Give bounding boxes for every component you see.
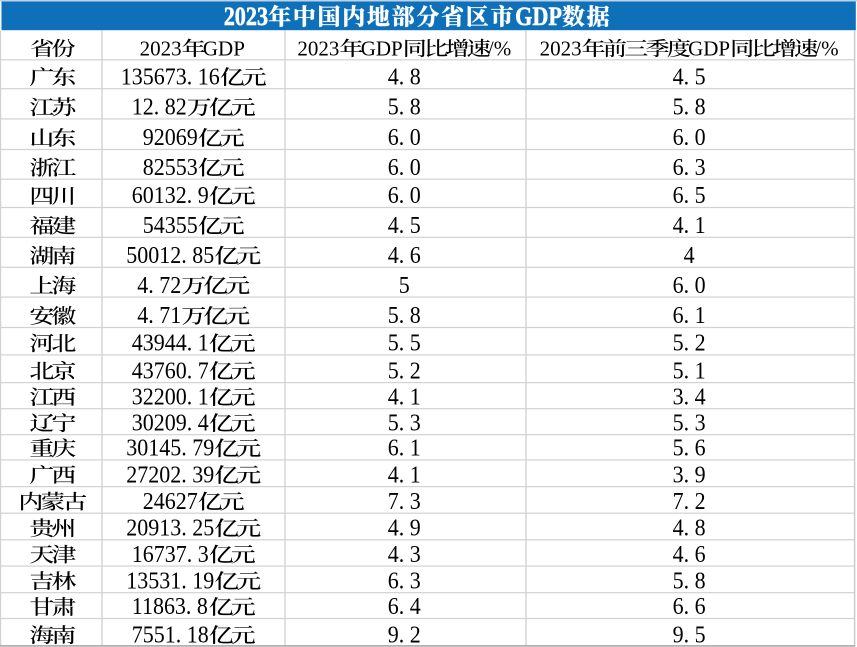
svg-text:5. 6: 5. 6 — [673, 435, 706, 462]
svg-text:4. 71: 4. 71 — [137, 302, 181, 329]
svg-text:/%: /% — [488, 37, 511, 61]
svg-text:6. 1: 6. 1 — [673, 302, 706, 329]
svg-text:2023: 2023 — [297, 37, 339, 61]
svg-text:32200. 1: 32200. 1 — [132, 383, 209, 410]
svg-text:5. 1: 5. 1 — [673, 357, 706, 384]
svg-text:5. 8: 5. 8 — [388, 302, 421, 329]
svg-text:4. 8: 4. 8 — [388, 63, 421, 90]
svg-text:4. 9: 4. 9 — [388, 515, 421, 542]
svg-text:16737. 3: 16737. 3 — [132, 541, 209, 568]
svg-text:9. 2: 9. 2 — [388, 621, 421, 647]
svg-text:4. 8: 4. 8 — [673, 515, 706, 542]
svg-text:20913. 25: 20913. 25 — [126, 515, 214, 542]
svg-text:43760. 7: 43760. 7 — [132, 357, 209, 384]
svg-text:2023: 2023 — [140, 37, 182, 61]
svg-text:6. 0: 6. 0 — [673, 124, 706, 151]
svg-text:6. 5: 6. 5 — [673, 182, 706, 209]
svg-text:6. 0: 6. 0 — [673, 272, 706, 299]
svg-text:7. 3: 7. 3 — [388, 488, 421, 515]
svg-text:92069: 92069 — [143, 124, 198, 151]
svg-text:60132. 9: 60132. 9 — [132, 182, 209, 209]
svg-text:GDP: GDP — [688, 37, 730, 61]
svg-text:54355: 54355 — [143, 212, 198, 239]
svg-text:11863. 8: 11863. 8 — [132, 593, 208, 620]
svg-text:GDP: GDP — [361, 37, 403, 61]
svg-text:5: 5 — [399, 272, 410, 299]
svg-text:5. 2: 5. 2 — [673, 330, 706, 357]
svg-text:4. 6: 4. 6 — [388, 242, 421, 269]
svg-text:6. 0: 6. 0 — [388, 182, 421, 209]
svg-text:5. 8: 5. 8 — [388, 94, 421, 121]
svg-text:6. 6: 6. 6 — [673, 593, 706, 620]
svg-text:6. 3: 6. 3 — [673, 154, 706, 181]
svg-text:2023: 2023 — [224, 2, 268, 31]
svg-text:43944. 1: 43944. 1 — [132, 330, 209, 357]
svg-text:50012. 85: 50012. 85 — [126, 242, 214, 269]
svg-text:4. 3: 4. 3 — [388, 541, 421, 568]
svg-text:4. 1: 4. 1 — [388, 461, 421, 488]
svg-text:3. 9: 3. 9 — [673, 461, 706, 488]
svg-text:/%: /% — [815, 37, 838, 61]
svg-text:30209. 4: 30209. 4 — [132, 409, 209, 436]
svg-text:4. 1: 4. 1 — [673, 212, 706, 239]
svg-text:5. 8: 5. 8 — [673, 94, 706, 121]
svg-text:5. 8: 5. 8 — [673, 567, 706, 594]
svg-text:6. 1: 6. 1 — [388, 435, 421, 462]
svg-text:5. 2: 5. 2 — [388, 357, 421, 384]
svg-text:6. 4: 6. 4 — [388, 593, 421, 620]
svg-text:6. 0: 6. 0 — [388, 124, 421, 151]
svg-text:13531. 19: 13531. 19 — [126, 567, 214, 594]
svg-text:4. 1: 4. 1 — [388, 383, 421, 410]
svg-text:30145. 79: 30145. 79 — [126, 435, 214, 462]
svg-text:GDP: GDP — [203, 37, 245, 61]
svg-text:9. 5: 9. 5 — [673, 621, 706, 647]
svg-text:27202. 39: 27202. 39 — [126, 461, 214, 488]
svg-text:6. 0: 6. 0 — [388, 154, 421, 181]
svg-text:4. 5: 4. 5 — [673, 63, 706, 90]
svg-text:3. 4: 3. 4 — [673, 383, 706, 410]
svg-text:2023: 2023 — [540, 37, 582, 61]
svg-text:5. 5: 5. 5 — [388, 330, 421, 357]
svg-text:4: 4 — [684, 242, 695, 269]
svg-text:135673. 16: 135673. 16 — [121, 63, 220, 90]
svg-text:5. 3: 5. 3 — [673, 409, 706, 436]
svg-text:GDP: GDP — [515, 2, 562, 31]
svg-text:4. 5: 4. 5 — [388, 212, 421, 239]
svg-text:24627: 24627 — [143, 488, 198, 515]
svg-text:7. 2: 7. 2 — [673, 488, 706, 515]
svg-text:6. 3: 6. 3 — [388, 567, 421, 594]
svg-text:12. 82: 12. 82 — [132, 94, 187, 121]
svg-text:7551. 18: 7551. 18 — [132, 621, 209, 647]
svg-text:4. 72: 4. 72 — [137, 272, 181, 299]
svg-text:82553: 82553 — [143, 154, 198, 181]
svg-text:5. 3: 5. 3 — [388, 409, 421, 436]
svg-text:4. 6: 4. 6 — [673, 541, 706, 568]
